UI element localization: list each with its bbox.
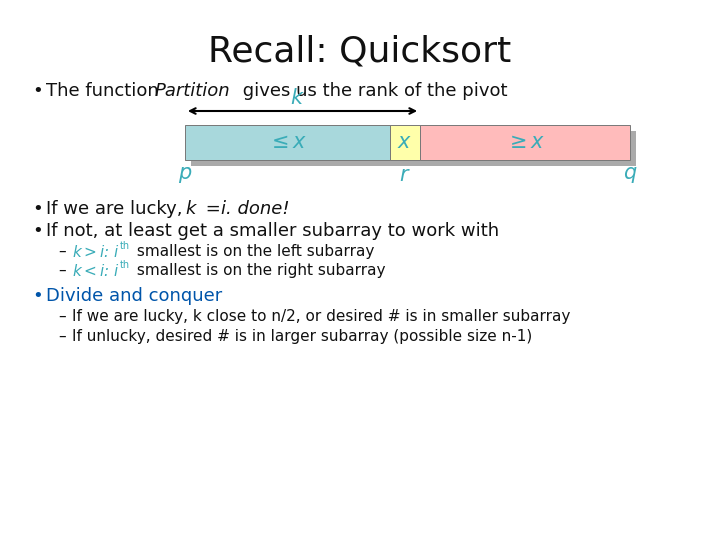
Text: th: th <box>120 241 130 251</box>
Text: If unlucky, desired # is in larger subarray (possible size n-1): If unlucky, desired # is in larger subar… <box>72 329 532 344</box>
Bar <box>390 125 420 160</box>
Text: $p$: $p$ <box>178 165 192 185</box>
Text: •: • <box>32 200 42 218</box>
Text: th: th <box>120 260 130 270</box>
Text: If we are lucky,: If we are lucky, <box>46 200 188 218</box>
Bar <box>420 125 630 160</box>
Text: $x$: $x$ <box>397 132 413 152</box>
Text: •: • <box>32 82 42 100</box>
Text: Divide and conquer: Divide and conquer <box>46 287 222 305</box>
Text: smallest is on the left subarray: smallest is on the left subarray <box>132 244 374 259</box>
Text: Recall: Quicksort: Recall: Quicksort <box>208 35 512 69</box>
Text: If not, at least get a smaller subarray to work with: If not, at least get a smaller subarray … <box>46 222 499 240</box>
Text: –: – <box>58 263 66 278</box>
Text: $k$: $k$ <box>185 200 198 218</box>
Bar <box>191 131 636 166</box>
Text: $k$: $k$ <box>290 88 305 108</box>
Text: $k < i$: $i$: $k < i$: $i$ <box>72 263 120 279</box>
Text: –: – <box>58 309 66 324</box>
Text: $q$: $q$ <box>623 165 637 185</box>
Bar <box>185 125 390 160</box>
Text: i. done!: i. done! <box>221 200 289 218</box>
Text: $\geq x$: $\geq x$ <box>505 132 545 152</box>
Text: $r$: $r$ <box>399 165 411 185</box>
Text: =: = <box>200 200 227 218</box>
Text: gives us the rank of the pivot: gives us the rank of the pivot <box>237 82 508 100</box>
Text: $k > i$: $i$: $k > i$: $i$ <box>72 244 120 260</box>
Text: $\leq x$: $\leq x$ <box>267 132 307 152</box>
Text: –: – <box>58 244 66 259</box>
Text: •: • <box>32 287 42 305</box>
Text: smallest is on the right subarray: smallest is on the right subarray <box>132 263 385 278</box>
Text: –: – <box>58 329 66 344</box>
Text: •: • <box>32 222 42 240</box>
Text: Partition: Partition <box>155 82 230 100</box>
Text: If we are lucky, k close to n/2, or desired # is in smaller subarray: If we are lucky, k close to n/2, or desi… <box>72 309 570 324</box>
Text: The function: The function <box>46 82 164 100</box>
